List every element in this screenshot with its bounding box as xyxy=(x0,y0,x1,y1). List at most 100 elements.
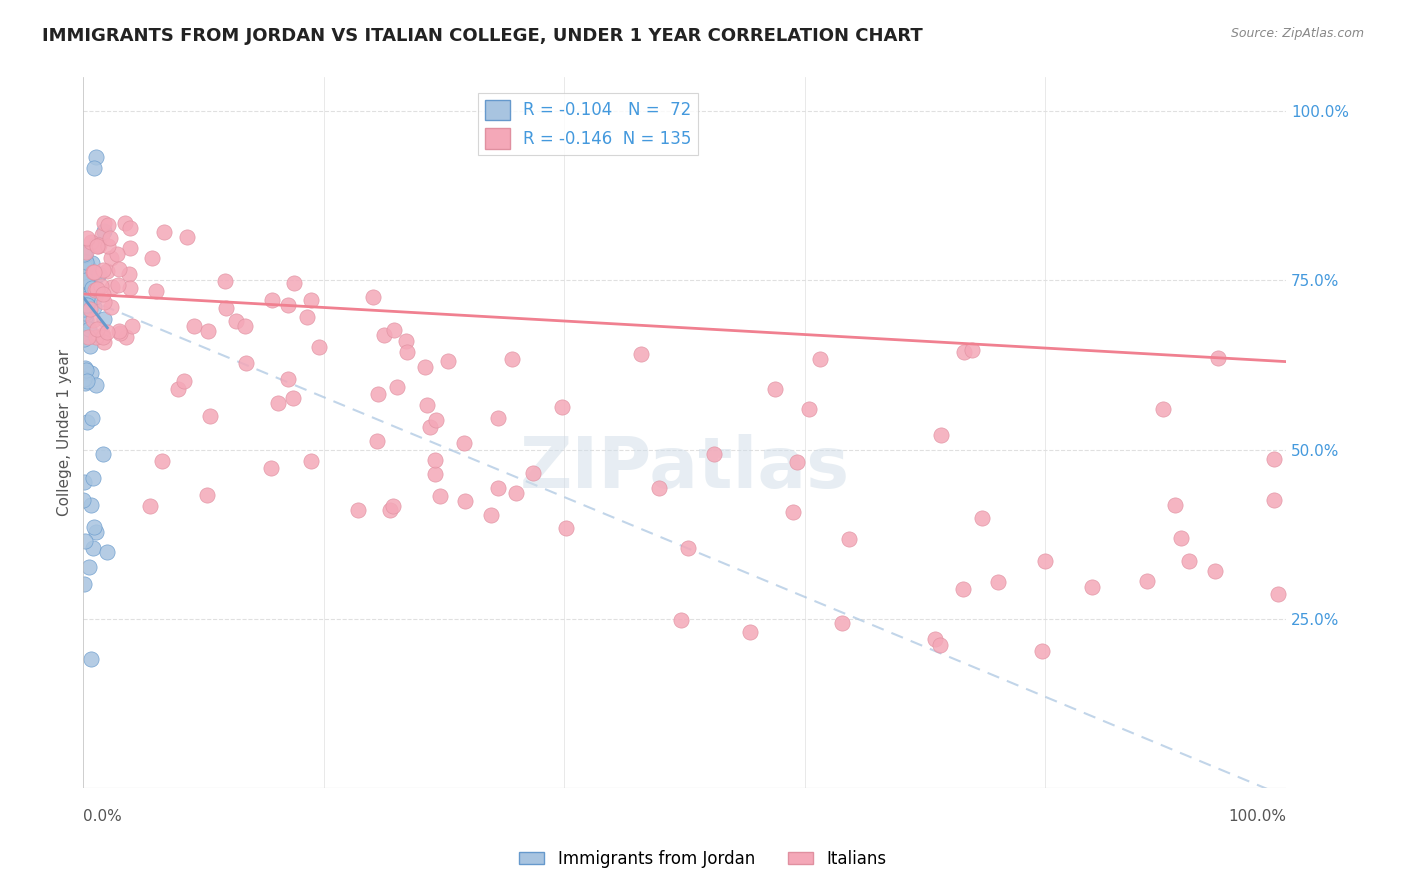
Point xyxy=(277,372,299,386)
Point xyxy=(79,302,101,317)
Point xyxy=(73,248,96,262)
Point xyxy=(73,279,96,293)
Point xyxy=(118,281,141,295)
Text: 100.0%: 100.0% xyxy=(1227,809,1286,824)
Point xyxy=(101,280,124,294)
Point xyxy=(928,638,950,652)
Point xyxy=(93,311,115,326)
Point xyxy=(260,293,283,307)
Point xyxy=(648,481,671,495)
Point xyxy=(84,329,107,343)
Point xyxy=(952,344,974,359)
Point xyxy=(108,262,131,277)
Point xyxy=(970,510,993,524)
Point xyxy=(96,264,118,278)
Point xyxy=(740,625,762,640)
Point xyxy=(75,245,97,260)
Point xyxy=(75,255,97,269)
Point xyxy=(73,277,96,291)
Point xyxy=(1035,553,1057,567)
Point xyxy=(266,396,288,410)
Point xyxy=(77,261,100,276)
Point xyxy=(630,347,652,361)
Point xyxy=(1263,452,1285,467)
Point xyxy=(183,318,205,333)
Point xyxy=(91,328,114,343)
Point xyxy=(93,334,115,349)
Point xyxy=(299,454,322,468)
Point xyxy=(79,338,101,352)
Point xyxy=(382,499,405,513)
Point xyxy=(73,247,96,261)
Point xyxy=(96,545,118,559)
Point xyxy=(75,298,97,312)
Point xyxy=(72,289,94,303)
Point xyxy=(1263,492,1285,507)
Point xyxy=(501,351,523,366)
Point xyxy=(76,330,98,344)
Point xyxy=(1164,498,1187,512)
Point xyxy=(83,300,105,314)
Point xyxy=(454,494,477,508)
Point xyxy=(308,340,330,354)
Point xyxy=(1136,574,1159,588)
Point xyxy=(73,253,96,268)
Point xyxy=(73,366,96,380)
Point xyxy=(72,576,94,591)
Point xyxy=(366,434,388,449)
Point xyxy=(367,387,389,401)
Point xyxy=(75,313,97,327)
Point xyxy=(77,322,100,336)
Point xyxy=(86,150,108,164)
Point xyxy=(82,541,104,555)
Point xyxy=(347,503,370,517)
Point xyxy=(555,520,578,534)
Point xyxy=(80,499,103,513)
Point xyxy=(952,582,974,596)
Point xyxy=(551,401,574,415)
Point xyxy=(387,379,409,393)
Point xyxy=(84,237,107,252)
Point xyxy=(782,505,804,519)
Point xyxy=(73,271,96,285)
Point xyxy=(86,239,108,253)
Point xyxy=(1152,402,1174,417)
Point xyxy=(277,298,299,312)
Point xyxy=(1204,564,1226,578)
Point xyxy=(96,325,118,339)
Point xyxy=(76,298,98,312)
Point xyxy=(87,267,110,281)
Point xyxy=(121,318,143,333)
Point xyxy=(93,216,115,230)
Point xyxy=(114,216,136,230)
Text: ZIPatlas: ZIPatlas xyxy=(520,434,849,503)
Point xyxy=(1206,351,1229,365)
Point xyxy=(82,471,104,485)
Point xyxy=(73,302,96,317)
Point xyxy=(73,273,96,287)
Point xyxy=(1267,587,1289,601)
Point xyxy=(76,374,98,388)
Point xyxy=(225,314,247,328)
Point xyxy=(373,328,395,343)
Point xyxy=(215,301,238,315)
Point xyxy=(73,289,96,303)
Point xyxy=(77,284,100,298)
Point xyxy=(89,237,111,252)
Point xyxy=(295,310,318,324)
Point xyxy=(76,294,98,309)
Legend: R = -0.104   N =  72, R = -0.146  N = 135: R = -0.104 N = 72, R = -0.146 N = 135 xyxy=(478,93,699,155)
Point xyxy=(97,239,120,253)
Point xyxy=(423,453,446,467)
Point xyxy=(76,231,98,245)
Point xyxy=(987,574,1010,589)
Point xyxy=(84,524,107,539)
Point xyxy=(413,359,436,374)
Point xyxy=(73,372,96,386)
Point xyxy=(396,344,419,359)
Text: IMMIGRANTS FROM JORDAN VS ITALIAN COLLEGE, UNDER 1 YEAR CORRELATION CHART: IMMIGRANTS FROM JORDAN VS ITALIAN COLLEG… xyxy=(42,27,922,45)
Point xyxy=(838,532,860,546)
Point xyxy=(93,224,115,238)
Point xyxy=(75,306,97,320)
Point xyxy=(84,283,107,297)
